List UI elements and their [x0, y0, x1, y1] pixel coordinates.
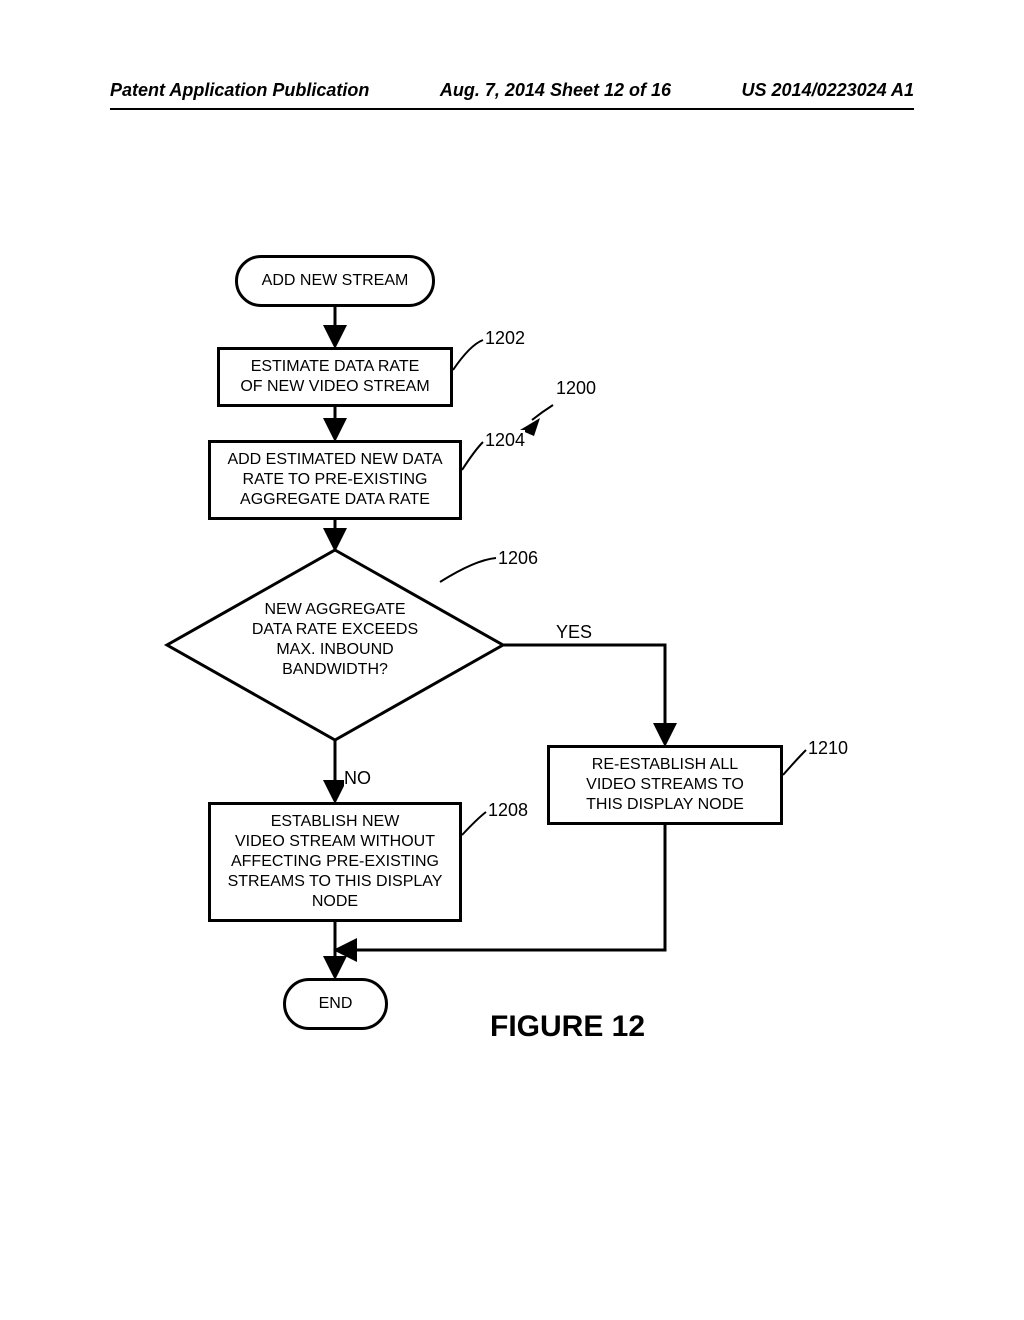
node-1202: ESTIMATE DATA RATEOF NEW VIDEO STREAM [217, 347, 453, 407]
node-1208: ESTABLISH NEWVIDEO STREAM WITHOUTAFFECTI… [208, 802, 462, 922]
decision-text-wrap: NEW AGGREGATEDATA RATE EXCEEDSMAX. INBOU… [235, 600, 435, 680]
node-1204-text: ADD ESTIMATED NEW DATARATE TO PRE-EXISTI… [227, 450, 442, 510]
node-1210: RE-ESTABLISH ALLVIDEO STREAMS TOTHIS DIS… [547, 745, 783, 825]
node-end-text: END [319, 994, 353, 1014]
leader-1206 [440, 558, 496, 582]
node-start-text: ADD NEW STREAM [262, 271, 409, 291]
leader-1200 [532, 405, 553, 420]
node-1204: ADD ESTIMATED NEW DATARATE TO PRE-EXISTI… [208, 440, 462, 520]
label-no: NO [344, 768, 371, 789]
label-yes: YES [556, 622, 592, 643]
node-1208-text: ESTABLISH NEWVIDEO STREAM WITHOUTAFFECTI… [228, 812, 443, 912]
label-1204: 1204 [485, 430, 525, 451]
node-1202-text: ESTIMATE DATA RATEOF NEW VIDEO STREAM [240, 357, 429, 397]
decision-text: NEW AGGREGATEDATA RATE EXCEEDSMAX. INBOU… [252, 601, 418, 678]
leader-1204 [462, 442, 483, 470]
figure-title: FIGURE 12 [490, 1010, 645, 1044]
flowchart-figure-12: ADD NEW STREAM ESTIMATE DATA RATEOF NEW … [0, 0, 1024, 1320]
label-1202: 1202 [485, 328, 525, 349]
node-1210-text: RE-ESTABLISH ALLVIDEO STREAMS TOTHIS DIS… [586, 755, 744, 815]
label-1208: 1208 [488, 800, 528, 821]
label-1200: 1200 [556, 378, 596, 399]
flowchart-svg [0, 0, 1024, 1320]
leader-1208 [462, 812, 486, 835]
node-start: ADD NEW STREAM [235, 255, 435, 307]
label-1206: 1206 [498, 548, 538, 569]
arrow-decision-yes [503, 645, 665, 743]
leader-1210 [783, 750, 806, 775]
node-end: END [283, 978, 388, 1030]
leader-1202 [453, 340, 483, 370]
label-1210: 1210 [808, 738, 848, 759]
